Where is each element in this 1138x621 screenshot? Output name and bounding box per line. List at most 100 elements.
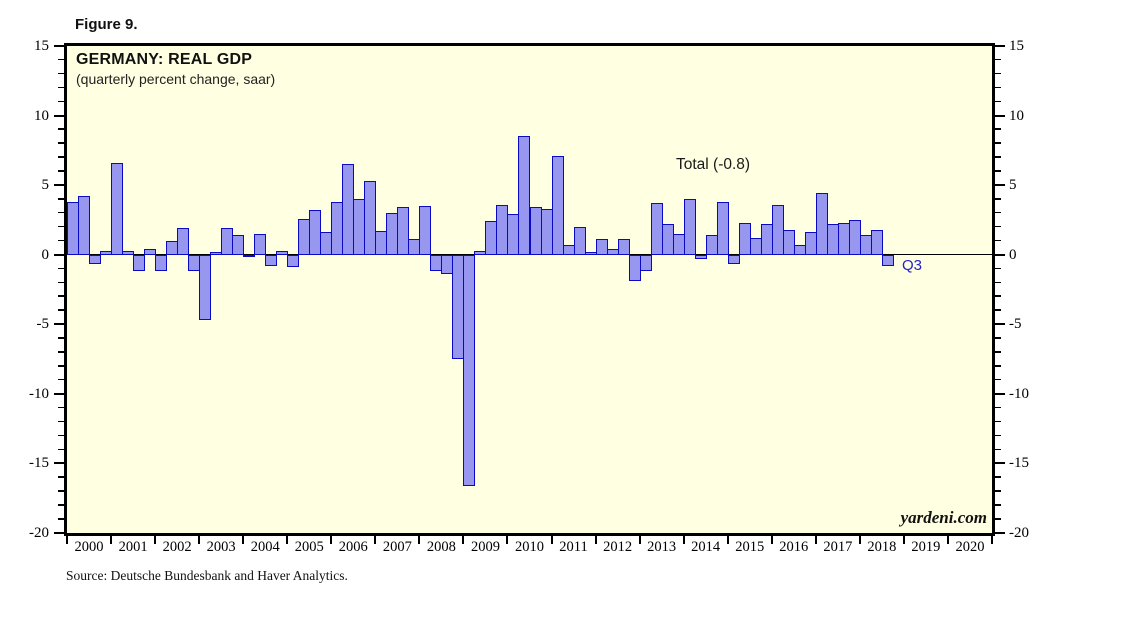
gdp-bar [155,254,168,272]
x-axis-tick [198,536,201,544]
y-axis-tick-right [995,434,1001,437]
y-axis-tick-right [995,448,1001,450]
x-axis-year-label: 2005 [294,539,324,555]
y-axis-tick-left [58,476,64,478]
x-axis-tick [902,536,905,544]
gdp-bar [419,206,432,255]
y-axis-tick-left [54,45,64,47]
y-axis-tick-left [58,100,64,103]
x-axis-year-label: 2007 [382,539,412,555]
y-axis-label-left: -5 [36,316,50,333]
source-note: Source: Deutsche Bundesbank and Haver An… [66,568,348,583]
gdp-bar [639,254,652,272]
y-axis-label-left: -20 [29,525,49,541]
y-axis-label-right: 5 [1009,177,1017,194]
y-axis-tick-left [58,156,64,158]
y-axis-tick-right [995,309,1001,311]
y-axis-tick-right [995,365,1001,367]
x-axis-year-label: 2016 [779,539,809,555]
gdp-bar [89,254,102,265]
y-axis-tick-right [995,58,1001,61]
y-axis-tick-right [995,532,1005,534]
gdp-bar [782,229,795,255]
x-axis-tick [242,536,245,544]
gdp-bar [716,201,729,255]
x-axis-tick [286,536,289,544]
x-axis-year-label: 2014 [691,539,721,555]
x-axis-year-label: 2012 [603,539,633,555]
gdp-bar [683,199,696,255]
x-axis-tick [418,536,421,544]
y-axis-tick-left [58,518,64,520]
y-axis-tick-left [54,532,64,534]
x-axis-tick [330,536,333,544]
y-axis-tick-left [58,142,64,144]
y-axis-tick-left [58,225,64,228]
y-axis-tick-right [995,462,1005,465]
gdp-bar [595,239,608,255]
figure-label: Figure 9. [75,16,138,33]
x-axis-year-label: 2018 [867,539,897,555]
y-axis-tick-left [54,253,64,256]
y-axis-tick-left [54,323,64,326]
y-axis-tick-left [58,211,64,214]
x-axis-tick [858,536,861,544]
x-axis-tick [682,536,685,544]
y-axis-tick-left [58,128,64,130]
x-axis-tick [814,536,817,544]
gdp-bar [111,162,124,255]
zero-axis-line [67,254,992,256]
y-axis-tick-left [58,504,64,506]
y-axis-tick-left [58,448,64,450]
gdp-bar [199,254,212,321]
y-axis-tick-right [995,225,1001,228]
gdp-bar [232,235,245,255]
y-axis-tick-left [54,462,64,465]
gdp-bar [364,180,377,255]
y-axis-label-left: 15 [34,38,49,54]
x-axis-year-label: 2006 [338,539,368,555]
y-axis-label-left: 10 [34,107,49,124]
x-axis-year-label: 2017 [823,539,853,555]
y-axis-tick-right [995,295,1001,297]
y-axis-label-left: 0 [41,246,50,263]
y-axis-label-right: -20 [1009,525,1029,541]
y-axis-tick-left [58,198,64,200]
y-axis-tick-right [995,337,1001,339]
y-axis-tick-right [995,351,1001,353]
y-axis-tick-right [995,406,1001,409]
gdp-bar [122,250,135,255]
x-axis-tick [638,536,641,544]
y-axis-label-right: -10 [1009,385,1029,402]
gdp-bar [551,155,564,255]
x-axis-year-label: 2009 [470,539,500,555]
y-axis-tick-right [995,378,1001,381]
y-axis-tick-left [58,309,64,311]
x-axis-tick [594,536,597,544]
y-axis-tick-left [58,58,64,61]
y-axis-tick-left [58,267,64,270]
y-axis-tick-right [995,267,1001,270]
x-axis-year-label: 2003 [206,539,236,555]
y-axis-tick-right [995,156,1001,158]
y-axis-tick-right [995,504,1001,506]
y-axis-label-left: -15 [29,455,49,472]
gdp-bar [397,207,410,255]
y-axis-tick-right [995,518,1001,520]
gdp-bar [518,136,531,255]
x-axis-tick [462,536,465,544]
y-axis-tick-right [995,420,1001,423]
y-axis-label-right: 15 [1009,38,1024,54]
gdp-bar [694,254,707,259]
gdp-bar [265,254,278,266]
y-axis-tick-left [58,86,64,89]
y-axis-tick-right [995,239,1001,242]
x-axis-tick [726,536,729,544]
gdp-bar [144,249,157,255]
gdp-bar [177,228,190,255]
gdp-bar [870,229,883,255]
y-axis-tick-left [58,351,64,353]
y-axis-tick-right [995,45,1005,47]
plot-frame: GERMANY: REAL GDP (quarterly percent cha… [64,43,995,536]
x-axis-year-label: 2020 [955,539,985,555]
